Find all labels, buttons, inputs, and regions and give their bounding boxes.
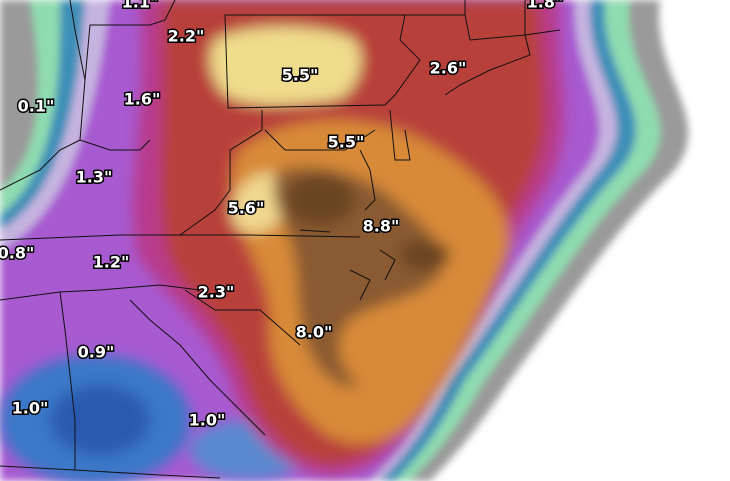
rain-label: 2.3"	[198, 283, 235, 302]
rain-label: 1.3"	[76, 168, 113, 187]
rain-label: 2.2"	[168, 27, 205, 46]
rain-label: 1.0"	[12, 399, 49, 418]
rain-label: 1.6"	[124, 90, 161, 109]
rain-label: 0.8"	[0, 244, 34, 263]
state-borders	[0, 0, 561, 479]
rain-label: 1.1"	[122, 0, 159, 12]
rain-label: 8.0"	[296, 323, 333, 342]
rain-label: 0.9"	[78, 343, 115, 362]
rain-label: 2.6"	[430, 59, 467, 78]
rain-label: 1.2"	[93, 253, 130, 272]
rain-label: 8.8"	[363, 217, 400, 236]
rain-label: 5.5"	[282, 66, 319, 85]
rain-label: 1.8"	[527, 0, 564, 12]
rain-label: 0.1"	[18, 97, 55, 116]
rain-label: 5.6"	[228, 199, 265, 218]
rain-label: 5.5"	[328, 133, 365, 152]
rain-label: 1.0"	[189, 411, 226, 430]
rainfall-labels: 1.1" 1.8" 2.2" 5.5" 2.6" 0.1" 1.6" 5.5" …	[0, 0, 565, 431]
